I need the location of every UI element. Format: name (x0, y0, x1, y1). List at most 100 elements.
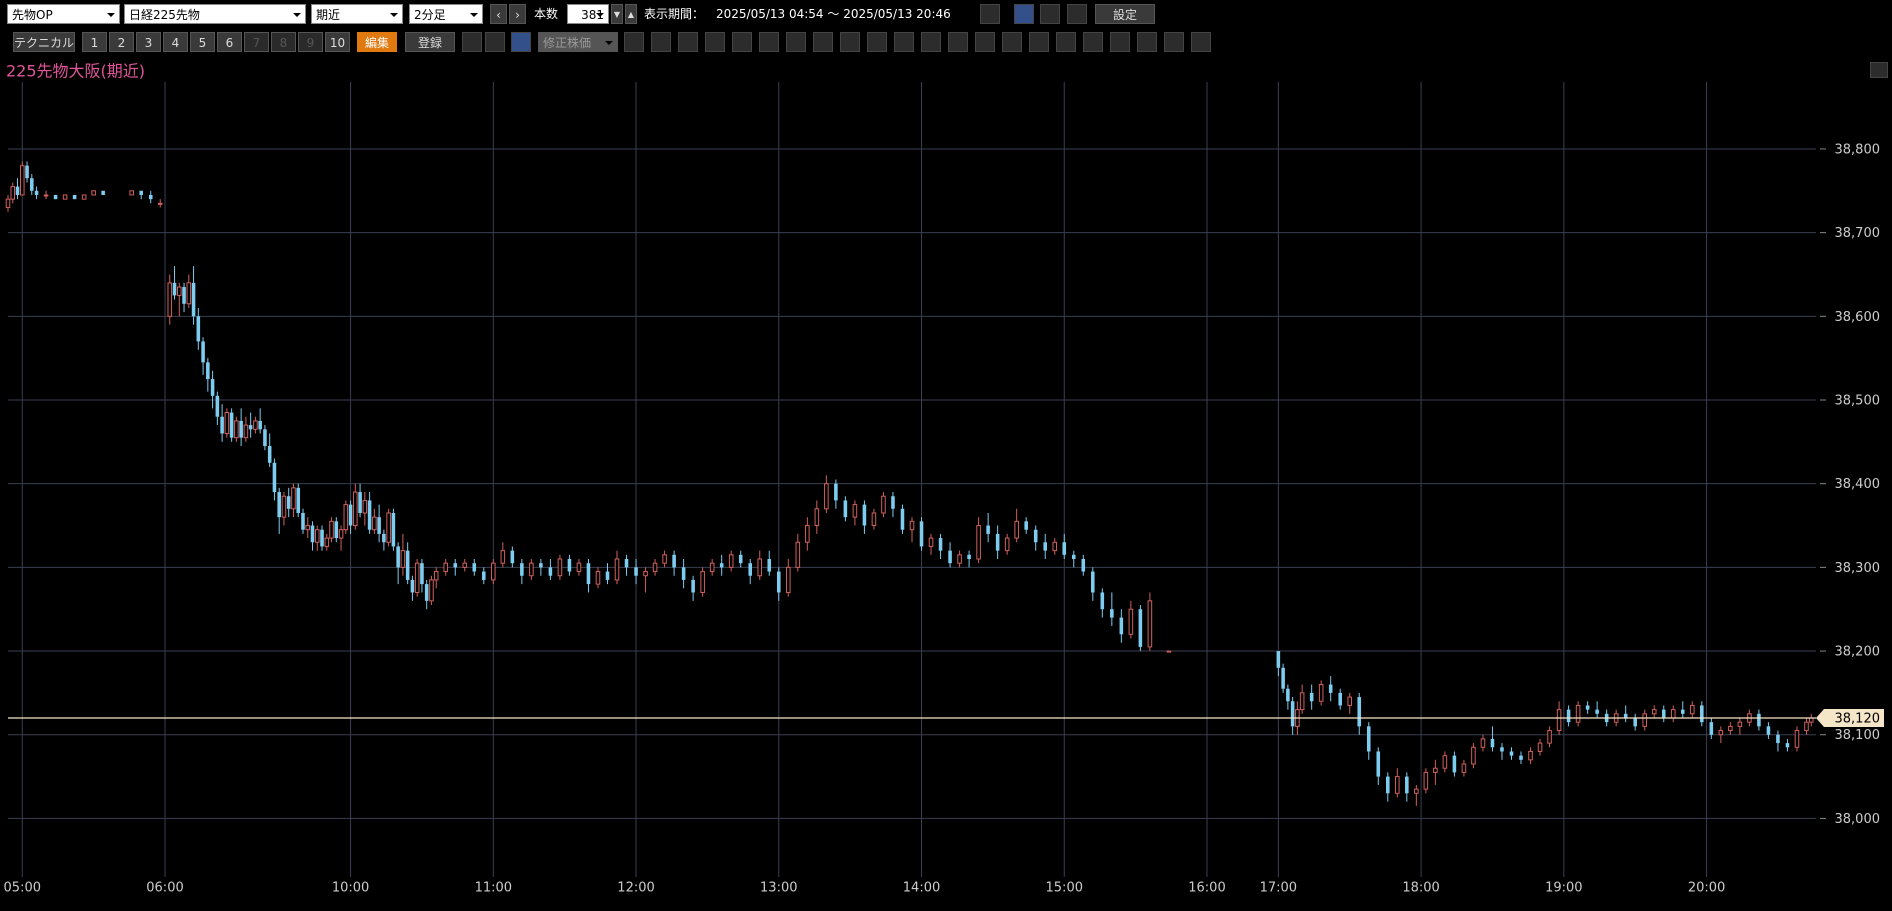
candle-body (367, 500, 372, 530)
period-button[interactable]: 1 (82, 32, 107, 52)
tool-icon[interactable] (921, 32, 941, 52)
market-select[interactable]: 先物OP (7, 4, 120, 24)
x-tick-label: 13:00 (760, 881, 797, 896)
tool-icon[interactable] (1137, 32, 1157, 52)
period-button[interactable]: 8 (271, 32, 296, 52)
candle-body (1290, 701, 1295, 727)
tool-icon[interactable] (1164, 32, 1184, 52)
tool-icon[interactable] (1191, 32, 1211, 52)
x-tick-label: 15:00 (1046, 881, 1083, 896)
candle-body (1119, 617, 1124, 635)
candle-body (362, 499, 368, 514)
candle-body (220, 416, 224, 434)
period-button[interactable]: 10 (325, 32, 350, 52)
edit-button[interactable]: 編集 (357, 32, 397, 52)
candle-body (1700, 705, 1704, 723)
print-icon[interactable] (1040, 4, 1060, 24)
panel-toggle[interactable] (1870, 62, 1888, 78)
prev-button[interactable]: ‹ (490, 4, 507, 24)
tool-icon[interactable] (840, 32, 860, 52)
candle-body (586, 563, 591, 585)
candle-body (30, 178, 34, 191)
candle-body (576, 562, 582, 573)
candle-body (1709, 722, 1714, 735)
period-button[interactable]: 5 (190, 32, 215, 52)
crosshair-icon[interactable] (511, 32, 531, 52)
candle-body (343, 504, 349, 531)
tool-icon[interactable] (1029, 32, 1049, 52)
candle-body (1100, 592, 1105, 610)
candle-body (1442, 755, 1448, 769)
tool-icon[interactable] (1056, 32, 1076, 52)
candle-body (224, 412, 230, 434)
tool-icon[interactable] (759, 32, 779, 52)
candle-body (324, 537, 330, 547)
candle-body (201, 341, 205, 363)
bars-down[interactable]: ▼ (611, 4, 623, 24)
settings-button[interactable]: 設定 (1095, 4, 1155, 24)
period-button[interactable]: 2 (109, 32, 134, 52)
contract-select[interactable]: 期近 (311, 4, 403, 24)
candle-body (148, 194, 153, 200)
tool-icon[interactable] (894, 32, 914, 52)
bars-input[interactable]: 381 (567, 4, 609, 24)
y-tick-label: 38,700 (1835, 226, 1881, 241)
candle-body (776, 571, 781, 593)
period-button[interactable]: 4 (163, 32, 188, 52)
candle-body (1081, 559, 1086, 572)
candle-body (129, 190, 134, 196)
adjust-select[interactable]: 修正株価 (538, 32, 618, 52)
register-button[interactable]: 登録 (405, 32, 455, 52)
tool-icon[interactable] (975, 32, 995, 52)
zoom-in-icon[interactable] (462, 32, 482, 52)
candle-body (700, 571, 705, 593)
candle-body (957, 554, 962, 564)
cursor-icon[interactable] (1014, 4, 1034, 24)
export-icon[interactable] (1067, 4, 1087, 24)
tool-icon[interactable] (705, 32, 725, 52)
tool-icon[interactable] (1110, 32, 1130, 52)
candle-body (1395, 776, 1400, 794)
candle-body (101, 190, 105, 195)
tool-icon[interactable] (678, 32, 698, 52)
candle-body (614, 558, 620, 581)
period-button[interactable]: 9 (298, 32, 323, 52)
technical-button[interactable]: テクニカル (13, 32, 75, 52)
candle-body (672, 554, 676, 568)
tool-icon[interactable] (786, 32, 806, 52)
zoom-out-icon[interactable] (485, 32, 505, 52)
candle-body (10, 186, 16, 200)
candle-body (1585, 705, 1590, 710)
candle-body (177, 286, 182, 296)
period-button[interactable]: 3 (136, 32, 161, 52)
tool-icon[interactable] (1083, 32, 1103, 52)
candle-body (967, 554, 971, 559)
candle-body (314, 529, 320, 543)
x-tick-label: 17:00 (1260, 881, 1297, 896)
candle-body (1338, 692, 1342, 706)
candle-body (358, 492, 362, 513)
period-button[interactable]: 7 (244, 32, 269, 52)
candle-body (1776, 734, 1780, 744)
symbol-select[interactable]: 日経225先物 (124, 4, 306, 24)
tool-icon[interactable] (867, 32, 887, 52)
tool-icon[interactable] (813, 32, 833, 52)
reset-icon[interactable] (980, 4, 1000, 24)
candle-body (491, 562, 496, 581)
bars-up[interactable]: ▲ (625, 4, 637, 24)
next-button[interactable]: › (509, 4, 526, 24)
period-button[interactable]: 6 (217, 32, 242, 52)
candle-body (172, 282, 177, 296)
candle-body (1794, 730, 1800, 748)
interval-select[interactable]: 2分足 (409, 4, 483, 24)
tool-icon[interactable] (651, 32, 671, 52)
y-tick-label: 38,300 (1835, 561, 1881, 576)
tool-icon[interactable] (732, 32, 752, 52)
tool-icon[interactable] (1002, 32, 1022, 52)
candle-body (881, 495, 886, 514)
candle-body (1414, 788, 1419, 794)
tool-icon[interactable] (624, 32, 644, 52)
candle-body (1766, 726, 1771, 735)
tool-icon[interactable] (948, 32, 968, 52)
